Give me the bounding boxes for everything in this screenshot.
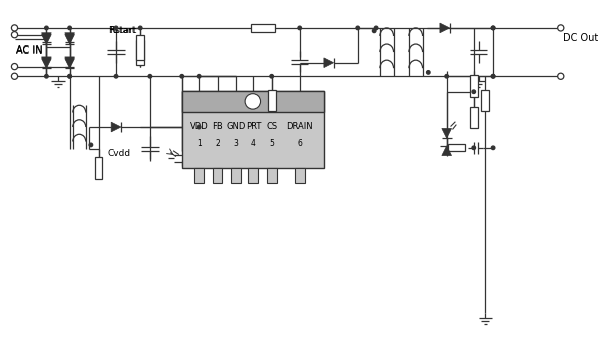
Circle shape	[356, 26, 359, 29]
Bar	[481, 90, 489, 111]
Circle shape	[11, 25, 17, 31]
Polygon shape	[41, 59, 51, 68]
Polygon shape	[111, 122, 121, 132]
Circle shape	[11, 63, 17, 70]
Text: 2: 2	[215, 140, 220, 149]
Text: GND: GND	[226, 122, 245, 131]
Circle shape	[491, 74, 495, 78]
Bar	[470, 75, 478, 97]
Circle shape	[557, 73, 564, 79]
Text: 6: 6	[297, 140, 302, 149]
Circle shape	[68, 74, 71, 78]
Bar	[194, 168, 204, 182]
Polygon shape	[41, 33, 51, 43]
Bar	[248, 168, 258, 182]
Circle shape	[427, 71, 430, 74]
Circle shape	[472, 146, 475, 150]
Circle shape	[68, 74, 71, 78]
Circle shape	[491, 146, 495, 150]
Bar	[136, 39, 144, 65]
Text: PRT: PRT	[245, 122, 261, 131]
Circle shape	[270, 74, 274, 78]
Circle shape	[374, 26, 378, 29]
Circle shape	[68, 26, 71, 29]
Polygon shape	[65, 59, 74, 68]
Text: Rstart: Rstart	[109, 26, 136, 35]
Text: 4: 4	[251, 140, 256, 149]
Bar	[448, 144, 465, 151]
Bar	[251, 24, 275, 32]
Circle shape	[373, 29, 376, 33]
Bar	[268, 90, 275, 111]
Circle shape	[44, 74, 48, 78]
Circle shape	[445, 74, 448, 78]
Circle shape	[180, 74, 184, 78]
Polygon shape	[65, 57, 74, 67]
Circle shape	[197, 74, 201, 78]
Circle shape	[245, 94, 260, 109]
Text: AC IN: AC IN	[16, 46, 43, 56]
Text: VDD: VDD	[190, 122, 209, 131]
Circle shape	[298, 26, 301, 29]
Polygon shape	[65, 34, 74, 44]
Bar	[136, 35, 144, 60]
Polygon shape	[442, 146, 452, 155]
Circle shape	[89, 143, 92, 147]
Text: DC Out: DC Out	[563, 33, 598, 43]
Circle shape	[114, 26, 118, 29]
Circle shape	[114, 74, 118, 78]
Circle shape	[197, 125, 201, 129]
Text: 3: 3	[233, 140, 238, 149]
Polygon shape	[324, 58, 334, 68]
Text: Rstart: Rstart	[108, 26, 136, 35]
Circle shape	[44, 26, 48, 29]
Polygon shape	[65, 33, 74, 43]
Text: 5: 5	[269, 140, 274, 149]
Circle shape	[491, 74, 495, 78]
Text: 1: 1	[197, 140, 202, 149]
Circle shape	[11, 73, 17, 79]
Bar	[267, 168, 277, 182]
Circle shape	[139, 26, 142, 29]
Bar	[182, 91, 324, 112]
Text: FB: FB	[212, 122, 223, 131]
Circle shape	[491, 26, 495, 29]
Bar	[295, 168, 305, 182]
Circle shape	[557, 25, 564, 31]
Polygon shape	[442, 129, 452, 138]
Text: DRAIN: DRAIN	[286, 122, 313, 131]
Polygon shape	[440, 23, 449, 33]
Bar	[470, 107, 478, 129]
Text: CS: CS	[266, 122, 277, 131]
Polygon shape	[41, 57, 51, 67]
Bar	[213, 168, 223, 182]
Circle shape	[148, 74, 152, 78]
Circle shape	[11, 32, 17, 38]
Bar	[231, 168, 241, 182]
Bar	[95, 157, 103, 179]
Circle shape	[472, 90, 475, 94]
Text: AC IN: AC IN	[16, 45, 43, 55]
Circle shape	[491, 26, 495, 29]
Text: Cvdd: Cvdd	[107, 149, 131, 158]
Polygon shape	[41, 34, 51, 44]
Bar	[182, 91, 324, 168]
